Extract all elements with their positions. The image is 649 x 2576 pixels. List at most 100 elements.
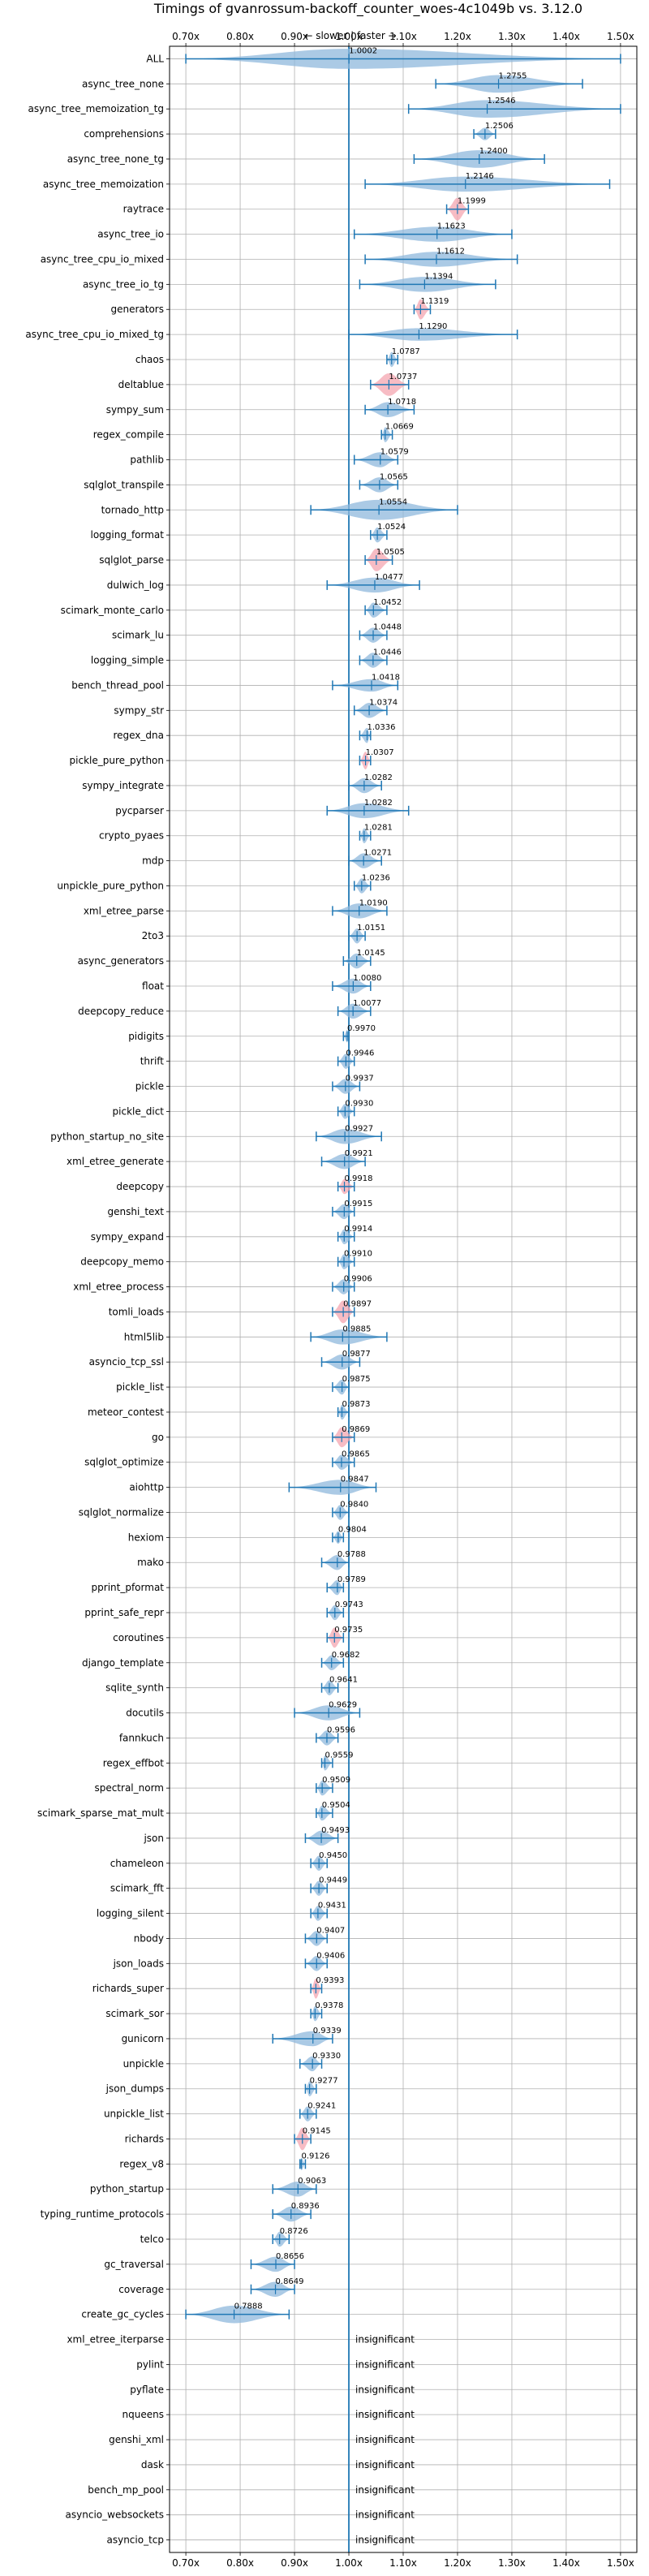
benchmark-label: deepcopy_memo xyxy=(80,1256,164,1268)
insignificant-label: insignificant xyxy=(355,2358,415,2370)
benchmark-label: thrift xyxy=(140,1056,165,1067)
value-label: 0.9927 xyxy=(345,1124,373,1133)
value-label: 1.0282 xyxy=(364,773,393,782)
benchmark-label: async_tree_cpu_io_mixed xyxy=(41,253,164,265)
benchmark-label: gunicorn xyxy=(122,2033,164,2044)
benchmark-label: dask xyxy=(141,2459,164,2470)
benchmark-label: chaos xyxy=(135,354,164,365)
value-label: 1.0281 xyxy=(364,824,393,833)
x-tick-label-bottom: 1.20x xyxy=(444,2557,471,2569)
benchmark-label: xml_etree_parse xyxy=(84,905,164,916)
benchmark-label: unpickle_pure_python xyxy=(57,880,164,891)
value-label: 1.0190 xyxy=(359,898,388,907)
value-label: 0.9869 xyxy=(342,1425,370,1434)
value-label: 0.9875 xyxy=(342,1375,371,1384)
benchmark-label: deepcopy xyxy=(116,1181,164,1192)
insignificant-label: insignificant xyxy=(355,2409,415,2420)
benchmark-label: scimark_sparse_mat_mult xyxy=(37,1807,164,1819)
benchmark-label: mako xyxy=(137,1557,164,1568)
benchmark-label: pickle_pure_python xyxy=(70,755,164,766)
benchmark-label: json xyxy=(143,1833,164,1844)
value-label: 0.9596 xyxy=(327,1725,355,1734)
value-label: 1.0579 xyxy=(380,448,409,457)
value-label: 0.9641 xyxy=(329,1676,358,1685)
value-label: 0.9897 xyxy=(343,1299,372,1308)
x-tick-label-top: 0.80x xyxy=(226,31,254,42)
benchmark-label: asyncio_tcp xyxy=(106,2535,164,2546)
benchmark-label: chameleon xyxy=(110,1858,164,1869)
value-label: 0.9847 xyxy=(341,1475,369,1484)
benchmark-label: pickle xyxy=(135,1081,164,1092)
benchmark-label: 2to3 xyxy=(142,930,164,941)
value-label: 1.0554 xyxy=(379,498,407,506)
value-label: 1.0080 xyxy=(353,974,381,983)
chart-title: Timings of gvanrossum-backoff_counter_wo… xyxy=(153,1,582,17)
benchmark-label: nbody xyxy=(134,1932,164,1944)
benchmark-label: json_dumps xyxy=(105,2083,164,2095)
value-label: 1.0236 xyxy=(362,873,390,882)
benchmark-label: scimark_fft xyxy=(110,1883,164,1894)
value-label: 1.1394 xyxy=(424,272,453,281)
benchmark-label: sympy_integrate xyxy=(82,780,164,791)
benchmark-label: sqlglot_normalize xyxy=(79,1506,164,1518)
value-label: 1.0446 xyxy=(373,648,402,657)
benchmark-label: fannkuch xyxy=(119,1732,164,1743)
benchmark-label: float xyxy=(142,980,164,992)
x-tick-label-bottom: 0.90x xyxy=(281,2557,308,2569)
benchmark-label: docutils xyxy=(126,1708,164,1719)
value-label: 1.0307 xyxy=(366,748,394,757)
benchmark-label: logging_format xyxy=(90,529,164,541)
benchmark-label: async_tree_memoization_tg xyxy=(28,103,164,114)
value-label: 0.9559 xyxy=(324,1751,353,1760)
value-label: 1.0669 xyxy=(385,423,414,432)
insignificant-label: insignificant xyxy=(355,2334,415,2346)
x-tick-label-top: 0.90x xyxy=(281,31,308,42)
value-label: 0.9937 xyxy=(346,1075,374,1083)
value-label: 0.9873 xyxy=(342,1400,371,1409)
benchmark-label: gc_traversal xyxy=(104,2259,164,2270)
benchmark-label: asyncio_websockets xyxy=(66,2509,164,2521)
x-tick-label-top: 1.30x xyxy=(498,31,526,42)
benchmark-label: nqueens xyxy=(122,2409,164,2420)
value-label: 0.9449 xyxy=(319,1876,347,1885)
value-label: 1.2400 xyxy=(479,147,508,156)
insignificant-label: insignificant xyxy=(355,2484,415,2496)
value-label: 1.0002 xyxy=(349,46,377,55)
value-label: 1.0524 xyxy=(377,523,406,532)
benchmark-label: typing_runtime_protocols xyxy=(41,2208,164,2220)
x-tick-label-top: 1.10x xyxy=(389,31,417,42)
benchmark-label: async_tree_memoization xyxy=(43,179,164,190)
benchmark-label: async_generators xyxy=(78,955,164,967)
value-label: 0.9915 xyxy=(344,1200,372,1208)
value-label: 0.9277 xyxy=(310,2077,338,2086)
chart-subtitle: ← slower | faster → xyxy=(304,30,396,41)
value-label: 0.9393 xyxy=(316,1976,344,1985)
benchmark-label: pprint_pformat xyxy=(92,1582,165,1593)
benchmark-label: sympy_sum xyxy=(106,404,164,416)
benchmark-label: python_startup xyxy=(90,2183,164,2195)
value-label: 1.2506 xyxy=(485,122,514,131)
value-label: 0.9804 xyxy=(338,1525,367,1534)
value-label: 0.9431 xyxy=(318,1902,346,1910)
insignificant-label: insignificant xyxy=(355,2535,415,2546)
benchmark-label: sqlite_synth xyxy=(105,1682,164,1694)
value-label: 0.9914 xyxy=(344,1225,372,1234)
value-label: 0.9339 xyxy=(313,2027,342,2035)
benchmark-label: deltablue xyxy=(118,379,164,390)
benchmark-label: coverage xyxy=(118,2284,164,2295)
benchmark-label: meteor_contest xyxy=(88,1406,164,1418)
x-tick-label-top: 1.20x xyxy=(444,31,471,42)
value-label: 0.9330 xyxy=(312,2052,341,2061)
value-label: 0.9241 xyxy=(307,2102,336,2111)
benchmark-label: async_tree_cpu_io_mixed_tg xyxy=(25,329,164,340)
benchmark-label: unpickle xyxy=(123,2058,164,2070)
benchmark-label: tomli_loads xyxy=(109,1306,164,1317)
value-label: 0.9921 xyxy=(345,1149,373,1158)
benchmark-label: sqlglot_parse xyxy=(99,554,164,566)
x-tick-label-top: 1.40x xyxy=(552,31,580,42)
value-label: 0.9910 xyxy=(344,1250,372,1259)
x-tick-label-bottom: 1.40x xyxy=(552,2557,580,2569)
benchmark-label: hexiom xyxy=(128,1531,164,1543)
value-label: 0.9126 xyxy=(301,2152,329,2160)
